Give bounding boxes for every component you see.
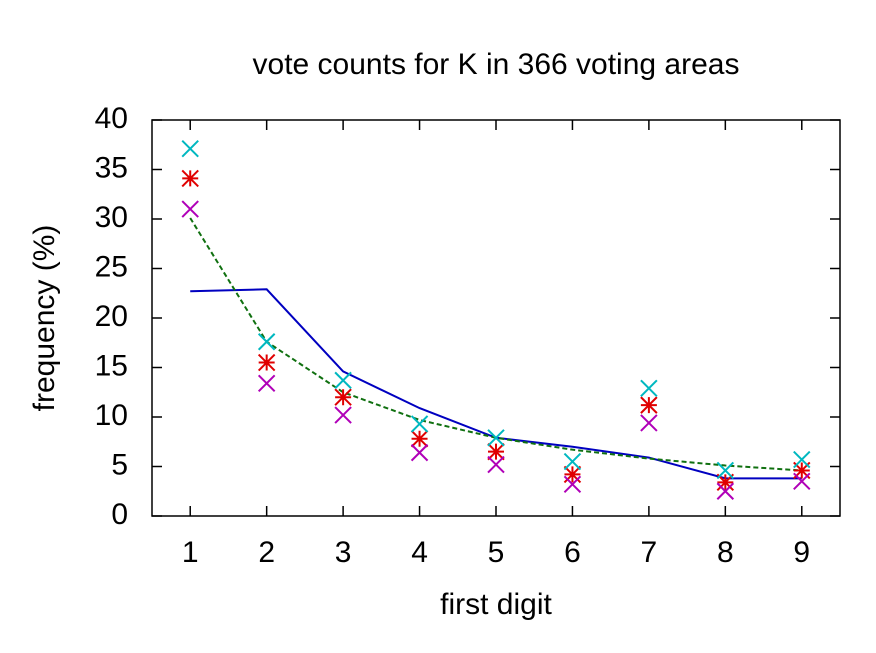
point — [181, 169, 199, 188]
x-tick-label: 6 — [564, 536, 581, 569]
point — [257, 353, 276, 372]
point — [716, 461, 735, 480]
point — [793, 472, 811, 491]
point — [334, 371, 352, 390]
point — [334, 406, 352, 424]
point — [716, 482, 735, 500]
point — [563, 465, 582, 484]
point — [257, 333, 276, 351]
x-tick-label: 5 — [488, 536, 505, 569]
point — [563, 475, 582, 494]
point — [410, 443, 429, 462]
point — [410, 415, 429, 433]
point — [793, 450, 811, 469]
chart-title: vote counts for K in 366 voting areas — [253, 48, 740, 81]
y-tick-label: 15 — [95, 349, 128, 382]
point — [257, 374, 276, 393]
y-tick-label: 30 — [95, 201, 128, 234]
point — [334, 388, 352, 406]
x-tick-label: 9 — [793, 536, 810, 569]
point — [181, 200, 199, 218]
point — [716, 473, 735, 492]
y-axis-label: frequency (%) — [28, 225, 61, 412]
y-tick-label: 35 — [95, 151, 128, 184]
x-tick-label: 8 — [717, 536, 734, 569]
x-tick-label: 4 — [411, 536, 428, 569]
series-line — [189, 217, 802, 472]
point — [487, 429, 505, 447]
x-tick-label: 3 — [335, 536, 352, 569]
y-tick-label: 20 — [95, 300, 128, 333]
point — [410, 430, 429, 448]
x-axis-label: first digit — [440, 588, 552, 621]
x-tick-label: 2 — [258, 536, 275, 569]
y-tick-label: 0 — [111, 498, 128, 531]
y-tick-label: 25 — [95, 250, 128, 283]
point — [563, 452, 582, 471]
point — [640, 379, 658, 397]
x-tick-label: 1 — [182, 536, 199, 569]
y-tick-label: 5 — [111, 448, 128, 481]
point — [487, 455, 505, 474]
point — [640, 396, 658, 414]
y-tick-label: 10 — [95, 399, 128, 432]
y-tick-label: 40 — [95, 102, 128, 135]
point — [181, 140, 199, 158]
x-tick-label: 7 — [641, 536, 658, 569]
point — [487, 442, 505, 461]
point — [640, 414, 658, 432]
point — [793, 461, 811, 480]
